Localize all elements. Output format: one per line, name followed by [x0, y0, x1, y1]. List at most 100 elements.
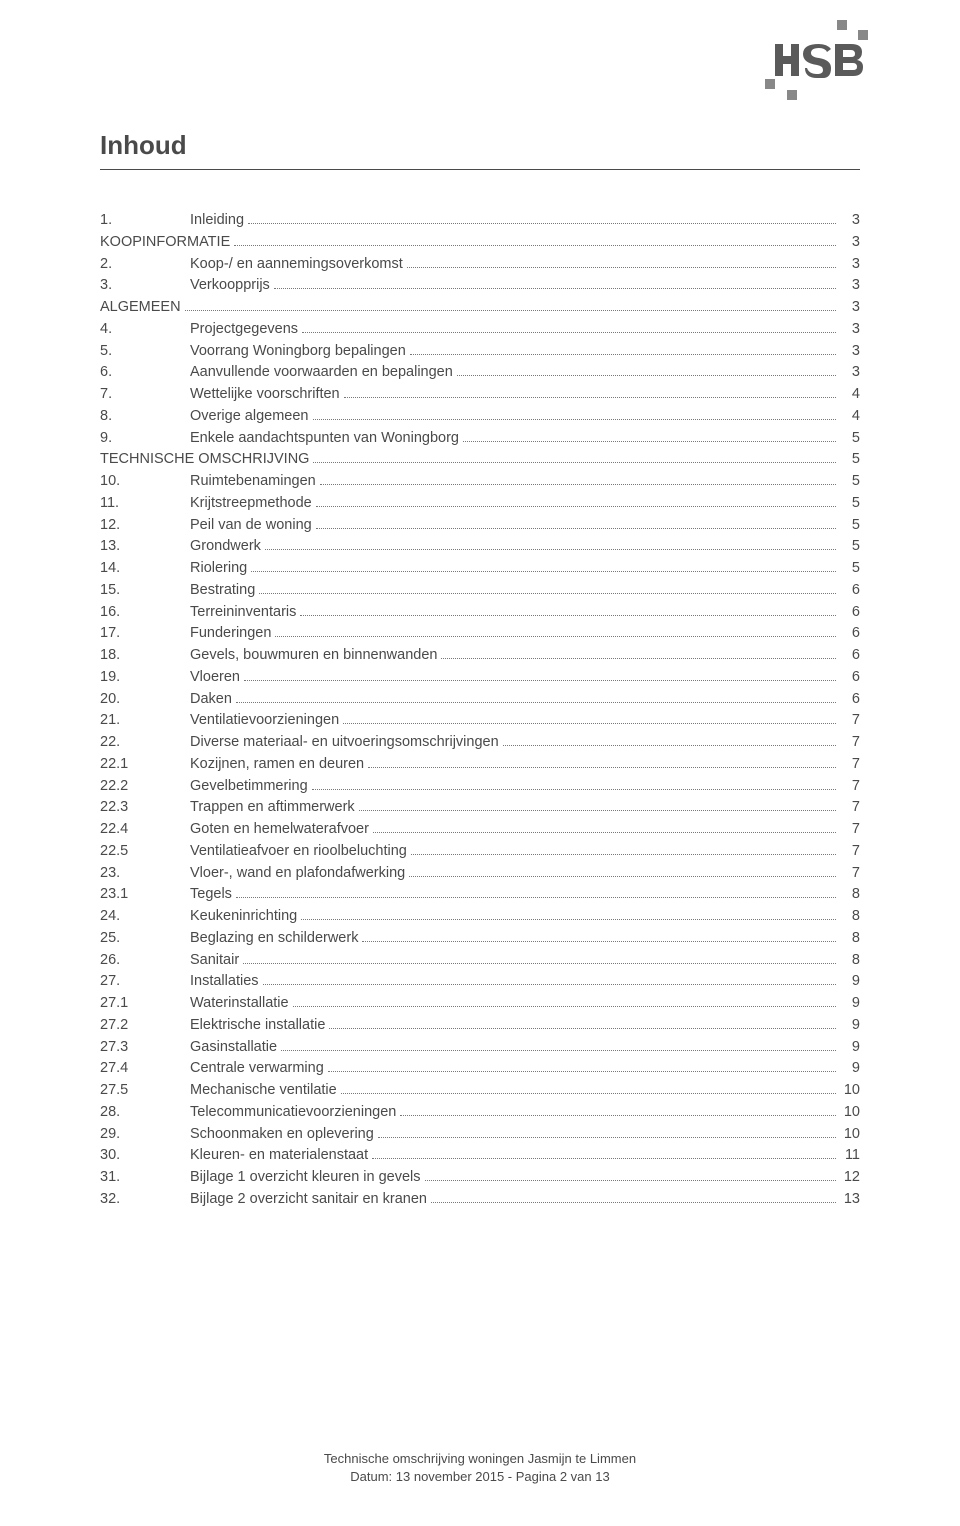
- toc-entry-number: 25.: [100, 928, 190, 950]
- toc-entry-label: Ventilatieafvoer en rioolbeluchting: [190, 841, 407, 863]
- toc-entry-row: 12.Peil van de woning5: [100, 515, 860, 537]
- toc-entry-label: Gasinstallatie: [190, 1037, 277, 1059]
- toc-entry-label: Grondwerk: [190, 536, 261, 558]
- toc-leader-dots: [301, 919, 836, 920]
- toc-entry-row: 24.Keukeninrichting 8: [100, 906, 860, 928]
- toc-entry-number: 24.: [100, 906, 190, 928]
- toc-leader-dots: [457, 375, 836, 376]
- toc-entry-label: Inleiding: [190, 210, 244, 232]
- toc-entry-row: 22.5Ventilatieafvoer en rioolbeluchting 7: [100, 841, 860, 863]
- toc-section-label: TECHNISCHE OMSCHRIJVING: [100, 449, 309, 471]
- toc-entry-row: 2.Koop-/ en aannemingsoverkomst3: [100, 254, 860, 276]
- toc-entry-number: 10.: [100, 471, 190, 493]
- toc-entry-number: 32.: [100, 1189, 190, 1211]
- toc-entry-number: 18.: [100, 645, 190, 667]
- toc-entry-label: Funderingen: [190, 623, 271, 645]
- toc-entry-number: 15.: [100, 580, 190, 602]
- toc-entry-number: 9.: [100, 428, 190, 450]
- toc-entry-label: Kleuren- en materialenstaat: [190, 1145, 368, 1167]
- toc-entry-row: 27.1Waterinstallatie9: [100, 993, 860, 1015]
- toc-entry-label: Gevelbetimmering: [190, 776, 308, 798]
- toc-entry-label: Aanvullende voorwaarden en bepalingen: [190, 362, 453, 384]
- toc-entry-label: Installaties: [190, 971, 259, 993]
- toc-leader-dots: [293, 1006, 836, 1007]
- toc-entry-label: Telecommunicatievoorzieningen: [190, 1102, 396, 1124]
- toc-leader-dots: [368, 767, 836, 768]
- toc-page-number: 7: [840, 732, 860, 754]
- toc-leader-dots: [313, 419, 837, 420]
- toc-entry-label: Vloeren: [190, 667, 240, 689]
- toc-entry-number: 20.: [100, 689, 190, 711]
- footer-line-2: Datum: 13 november 2015 - Pagina 2 van 1…: [0, 1468, 960, 1486]
- toc-page-number: 5: [840, 493, 860, 515]
- toc-leader-dots: [302, 332, 836, 333]
- toc-entry-number: 22.2: [100, 776, 190, 798]
- toc-entry-number: 27.2: [100, 1015, 190, 1037]
- toc-entry-label: Riolering: [190, 558, 247, 580]
- toc-entry-number: 22.5: [100, 841, 190, 863]
- toc-section-label: KOOPINFORMATIE: [100, 232, 230, 254]
- toc-entry-label: Schoonmaken en oplevering: [190, 1124, 374, 1146]
- toc-page-number: 3: [840, 210, 860, 232]
- toc-entry-row: 6.Aanvullende voorwaarden en bepalingen3: [100, 362, 860, 384]
- toc-entry-label: Tegels: [190, 884, 232, 906]
- toc-entry-label: Koop-/ en aannemingsoverkomst: [190, 254, 403, 276]
- toc-entry-label: Goten en hemelwaterafvoer: [190, 819, 369, 841]
- toc-section-row: ALGEMEEN3: [100, 297, 860, 319]
- toc-page-number: 7: [840, 754, 860, 776]
- toc-entry-row: 27.5Mechanische ventilatie10: [100, 1080, 860, 1102]
- toc-leader-dots: [265, 549, 836, 550]
- toc-page-number: 7: [840, 710, 860, 732]
- toc-entry-label: Overige algemeen: [190, 406, 309, 428]
- toc-entry-number: 26.: [100, 950, 190, 972]
- toc-entry-row: 20.Daken6: [100, 689, 860, 711]
- toc-entry-row: 27.3Gasinstallatie9: [100, 1037, 860, 1059]
- toc-entry-label: Wettelijke voorschriften: [190, 384, 340, 406]
- toc-leader-dots: [259, 593, 836, 594]
- toc-leader-dots: [463, 441, 836, 442]
- toc-leader-dots: [313, 462, 836, 463]
- toc-leader-dots: [316, 506, 836, 507]
- toc-leader-dots: [274, 288, 836, 289]
- toc-entry-label: Bestrating: [190, 580, 255, 602]
- toc-entry-label: Keukeninrichting: [190, 906, 297, 928]
- toc-entry-row: 22.2Gevelbetimmering7: [100, 776, 860, 798]
- toc-leader-dots: [234, 245, 836, 246]
- toc-leader-dots: [441, 658, 836, 659]
- toc-entry-number: 3.: [100, 275, 190, 297]
- toc-entry-number: 8.: [100, 406, 190, 428]
- toc-page-number: 6: [840, 623, 860, 645]
- toc-entry-row: 31.Bijlage 1 overzicht kleuren in gevels…: [100, 1167, 860, 1189]
- toc-entry-number: 14.: [100, 558, 190, 580]
- toc-page-number: 4: [840, 406, 860, 428]
- logo: [765, 20, 870, 105]
- page-footer: Technische omschrijving woningen Jasmijn…: [0, 1450, 960, 1486]
- toc-page-number: 6: [840, 580, 860, 602]
- toc-leader-dots: [373, 832, 836, 833]
- toc-entry-number: 22.3: [100, 797, 190, 819]
- toc-page-number: 7: [840, 863, 860, 885]
- toc-entry-label: Verkoopprijs: [190, 275, 270, 297]
- toc-page-number: 3: [840, 297, 860, 319]
- toc-leader-dots: [425, 1180, 836, 1181]
- toc-entry-row: 23.Vloer-, wand en plafondafwerking7: [100, 863, 860, 885]
- toc-entry-row: 16.Terreininventaris6: [100, 602, 860, 624]
- toc-section-row: KOOPINFORMATIE 3: [100, 232, 860, 254]
- toc-page-number: 8: [840, 950, 860, 972]
- toc-entry-row: 11.Krijtstreepmethode5: [100, 493, 860, 515]
- toc-leader-dots: [359, 810, 836, 811]
- toc-entry-number: 27.: [100, 971, 190, 993]
- toc-entry-row: 22.3Trappen en aftimmerwerk7: [100, 797, 860, 819]
- toc-page-number: 7: [840, 841, 860, 863]
- toc-leader-dots: [411, 854, 836, 855]
- toc-entry-row: 27.4Centrale verwarming9: [100, 1058, 860, 1080]
- toc-entry-number: 16.: [100, 602, 190, 624]
- toc-page-number: 8: [840, 906, 860, 928]
- toc-leader-dots: [409, 876, 836, 877]
- toc-leader-dots: [312, 789, 836, 790]
- toc-page-number: 3: [840, 232, 860, 254]
- toc-entry-label: Trappen en aftimmerwerk: [190, 797, 355, 819]
- toc-entry-label: Diverse materiaal- en uitvoeringsomschri…: [190, 732, 499, 754]
- toc-leader-dots: [248, 223, 836, 224]
- toc-entry-number: 17.: [100, 623, 190, 645]
